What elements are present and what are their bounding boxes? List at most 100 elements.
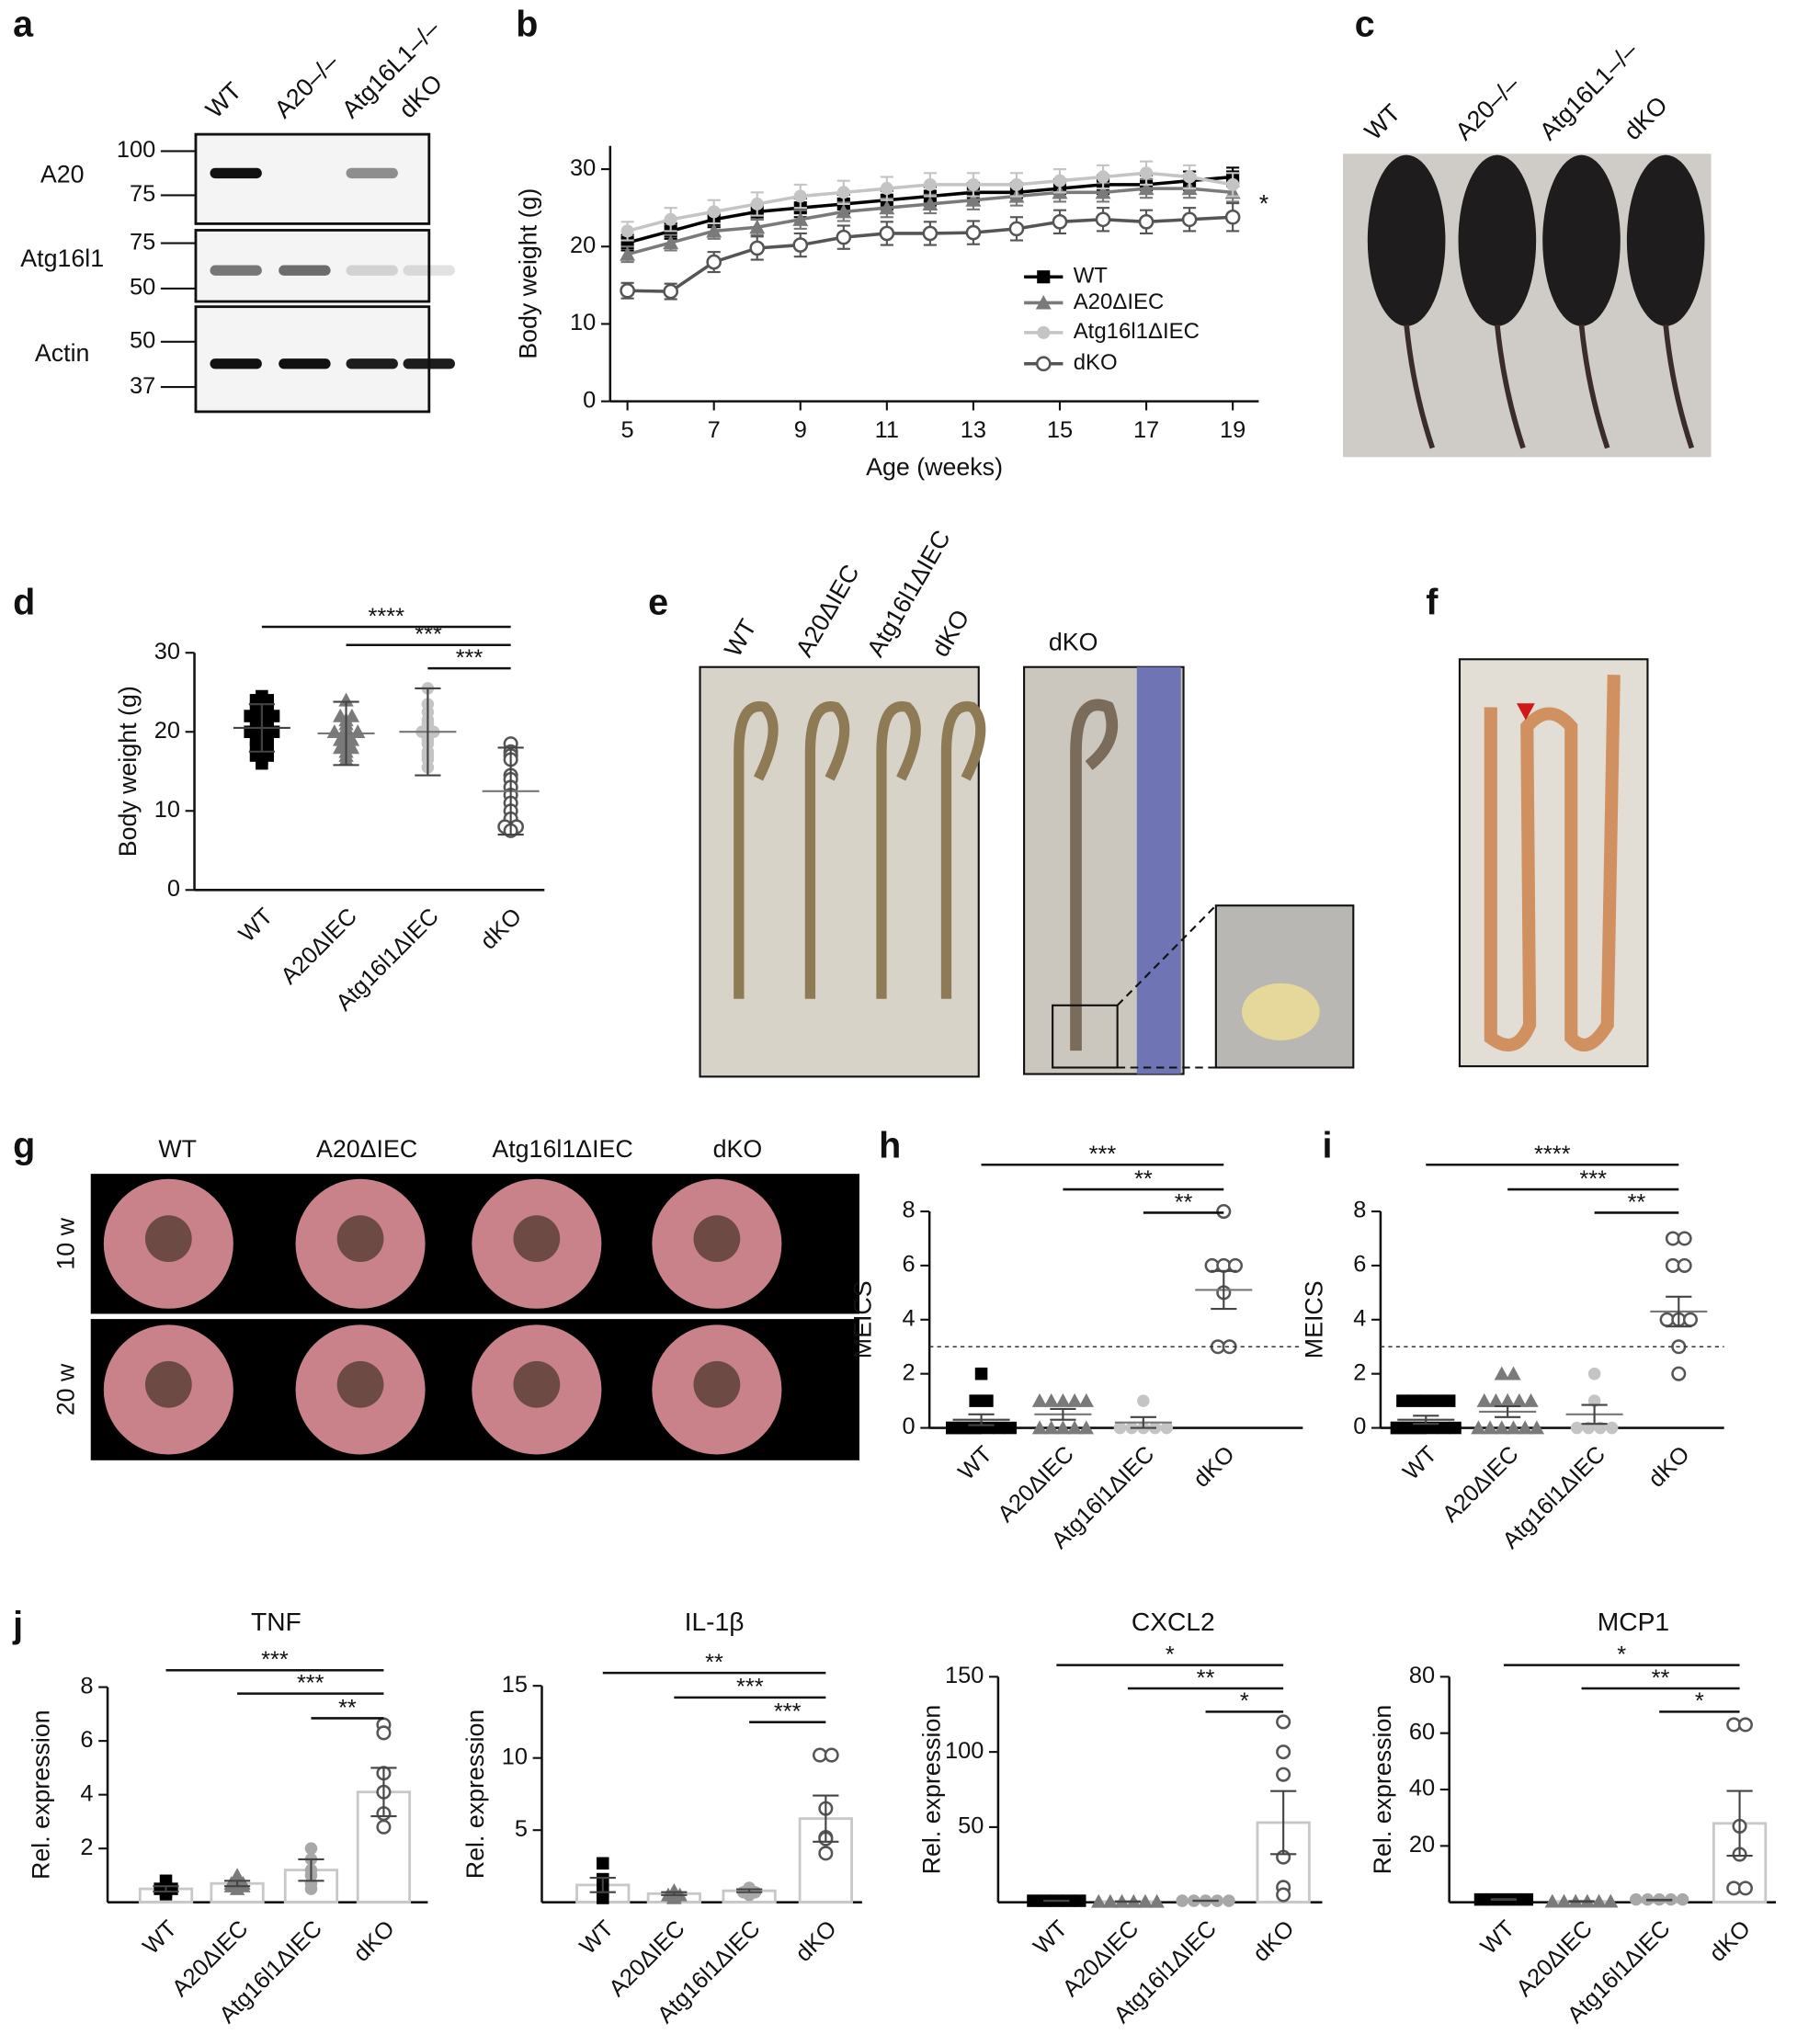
x-tick-label: 5 [621, 417, 634, 443]
data-point [1223, 1894, 1235, 1907]
y-tick-label: 50 [958, 1813, 984, 1839]
mw-marker: 50 [130, 275, 155, 301]
data-point [1276, 1767, 1291, 1782]
blot-band [210, 358, 262, 369]
mw-marker: 50 [130, 327, 155, 353]
chart-title: TNF [251, 1607, 301, 1636]
data-point [1544, 1893, 1560, 1908]
data-point [1160, 1421, 1173, 1435]
data-point [1102, 1893, 1119, 1908]
y-tick-label: 6 [1353, 1252, 1366, 1278]
data-point [1183, 170, 1197, 184]
data-point [1078, 1420, 1094, 1435]
lumen [693, 1360, 741, 1408]
data-point [965, 224, 982, 241]
data-point [1556, 1893, 1572, 1908]
data-point [304, 1882, 318, 1895]
data-point [1591, 1893, 1607, 1908]
y-tick-label: 8 [80, 1673, 93, 1699]
data-point [1482, 1420, 1498, 1435]
data-point [304, 1842, 318, 1855]
y-tick-label: 10 [502, 1744, 528, 1769]
data-point [597, 1892, 609, 1904]
data-point [338, 692, 354, 707]
x-axis-label: Age (weeks) [866, 453, 1003, 481]
data-point [1407, 1394, 1421, 1407]
mw-marker: 100 [117, 137, 155, 163]
legend-marker [1037, 325, 1051, 339]
data-point [1431, 1394, 1444, 1407]
data-point [620, 224, 634, 238]
data-point [922, 196, 938, 210]
data-point [1476, 1392, 1492, 1407]
intestine [1070, 699, 1119, 1051]
data-point [836, 186, 850, 199]
x-tick-label: 11 [875, 417, 899, 443]
data-point [1138, 180, 1155, 196]
y-tick-label: 150 [945, 1663, 984, 1688]
data-point [1737, 1881, 1753, 1896]
data-point [923, 177, 937, 191]
data-point [957, 1421, 971, 1435]
blot-band [403, 358, 455, 369]
data-point [1073, 1894, 1086, 1907]
column-label: dKO [713, 1135, 763, 1163]
data-point [1603, 1893, 1619, 1908]
y-tick-label: 2 [80, 1835, 93, 1860]
y-tick-label: 40 [1409, 1776, 1435, 1801]
data-point [1140, 166, 1154, 180]
data-point [1419, 1394, 1433, 1407]
y-tick-label: 5 [515, 1816, 528, 1842]
significance-label: ** [1197, 1665, 1215, 1691]
significance-label: * [1617, 1642, 1626, 1667]
row-label: 20 w [51, 1363, 79, 1415]
data-point [1066, 1420, 1083, 1435]
significance-label: *** [261, 1647, 289, 1673]
data-point [1224, 209, 1241, 225]
y-axis-label: MEICS [849, 1280, 877, 1358]
data-point [1494, 1420, 1509, 1435]
data-point [1520, 1892, 1534, 1906]
data-point [965, 192, 982, 207]
lumen [336, 1215, 384, 1263]
mw-marker: 37 [130, 373, 155, 399]
blot-band [346, 167, 398, 179]
blot-band [210, 167, 262, 179]
data-point [879, 225, 895, 242]
data-point [792, 237, 809, 253]
y-tick-label: 8 [1353, 1198, 1366, 1223]
blot-band [346, 358, 398, 369]
data-point [1176, 1894, 1189, 1907]
row-label: A20 [40, 160, 85, 187]
y-axis-label: Body weight (g) [514, 188, 541, 359]
y-tick-label: 60 [1409, 1719, 1435, 1744]
chart-title: CXCL2 [1132, 1607, 1215, 1636]
data-point [1149, 1893, 1165, 1908]
data-point [1043, 1392, 1059, 1407]
significance-label: * [1166, 1642, 1175, 1667]
y-axis-label: Rel. expression [28, 1710, 55, 1880]
y-tick-label: 2 [903, 1359, 916, 1385]
significance-label: *** [1089, 1142, 1117, 1167]
intestine [940, 701, 986, 999]
data-point [706, 254, 722, 270]
y-tick-label: 6 [903, 1252, 916, 1278]
data-point [1066, 1392, 1083, 1407]
legend-marker [1037, 270, 1051, 284]
data-point [1096, 170, 1110, 184]
mw-marker: 75 [130, 181, 155, 207]
data-point [1091, 1893, 1107, 1908]
legend-label: dKO [1074, 350, 1118, 375]
data-point [749, 240, 766, 256]
lumen [693, 1215, 741, 1263]
significance-label: *** [1579, 1166, 1607, 1192]
data-point [1181, 211, 1198, 228]
significance-label: * [1240, 1688, 1249, 1714]
data-point [1138, 213, 1155, 230]
data-point [1276, 1744, 1291, 1760]
data-point [267, 710, 280, 722]
data-point [1055, 1392, 1071, 1407]
x-tick-label: 15 [1047, 417, 1073, 443]
data-point [992, 1421, 1006, 1435]
intestine [1484, 675, 1621, 1051]
